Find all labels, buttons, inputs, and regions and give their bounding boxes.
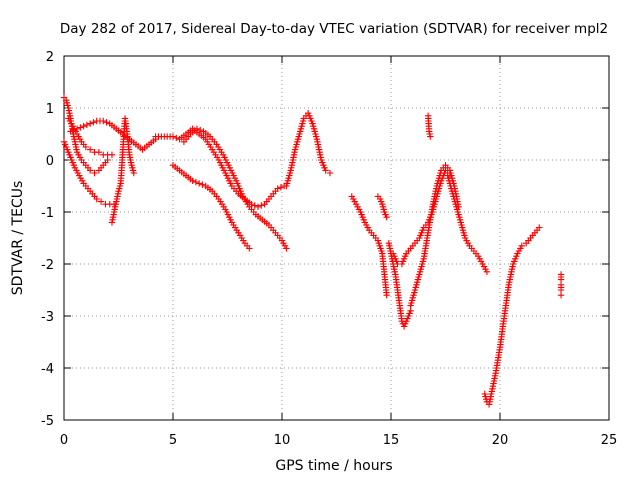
y-tick-label: 0 (46, 154, 54, 169)
data-points (60, 94, 565, 408)
data-point (483, 268, 491, 275)
axis-ticks (63, 55, 610, 421)
data-point (173, 134, 180, 142)
data-point (90, 119, 97, 126)
x-tick-label: 0 (60, 433, 68, 448)
data-point (246, 245, 253, 252)
data-point (195, 180, 203, 187)
data-point (199, 181, 206, 188)
data-point (169, 133, 177, 140)
y-tick-label: -1 (41, 206, 54, 221)
data-point (326, 169, 334, 177)
data-point (193, 125, 201, 132)
data-point (103, 119, 110, 126)
data-point (189, 177, 196, 184)
data-point (86, 146, 94, 153)
data-point (73, 125, 81, 132)
data-point (274, 185, 281, 192)
data-point (77, 124, 84, 131)
data-point (67, 128, 74, 135)
data-point (192, 178, 200, 186)
x-tick-label: 20 (492, 433, 509, 448)
data-point (80, 123, 87, 130)
data-point (383, 214, 390, 221)
data-point (91, 169, 98, 177)
y-tick-label: 1 (46, 102, 54, 117)
data-point (427, 133, 434, 140)
x-tick-label: 10 (274, 433, 291, 448)
x-tick-label: 5 (169, 433, 177, 448)
y-tick-label: -4 (41, 362, 54, 377)
data-point (108, 151, 116, 158)
data-point (322, 167, 329, 174)
y-tick-label: -5 (41, 414, 54, 429)
chart-title: Day 282 of 2017, Sidereal Day-to-day VTE… (60, 21, 608, 37)
data-point (95, 149, 103, 156)
data-point (197, 126, 204, 134)
data-point (277, 184, 285, 191)
data-point (86, 120, 94, 127)
data-point (536, 224, 543, 231)
x-tick-label: 15 (383, 433, 400, 448)
data-point (130, 169, 137, 177)
y-tick-label: 2 (46, 50, 54, 65)
data-point (518, 242, 525, 249)
y-tick-label: -2 (41, 258, 54, 273)
x-axis-label: GPS time / hours (275, 458, 392, 474)
grid (64, 56, 609, 420)
data-point (86, 167, 94, 174)
x-tick-label: 25 (601, 433, 618, 448)
data-point (251, 202, 258, 209)
data-point (70, 126, 78, 134)
data-point (383, 292, 390, 299)
y-tick-label: -3 (41, 310, 54, 325)
data-point (83, 121, 91, 129)
data-point (93, 195, 100, 203)
data-point (258, 202, 265, 209)
data-point (97, 198, 105, 205)
data-point (82, 143, 89, 151)
tick-labels: 0 5 10 15 20 25 -5 -4 -3 -2 -1 0 1 2 (41, 50, 617, 448)
data-point (100, 117, 107, 125)
data-point (254, 203, 262, 210)
y-axis-label: SDTVAR / TECUs (10, 181, 26, 296)
plot-frame (63, 55, 610, 421)
data-point (283, 245, 290, 252)
data-point (557, 292, 565, 299)
